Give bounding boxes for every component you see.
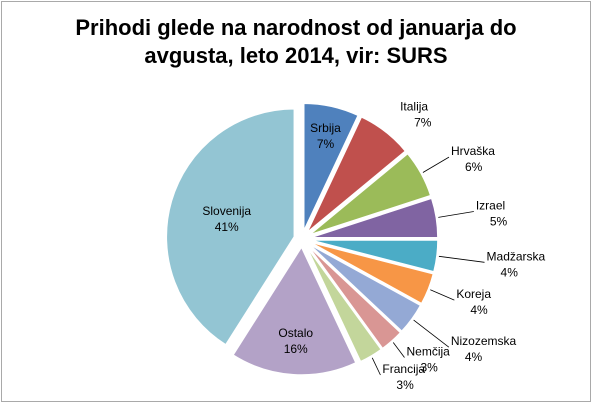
data-label-category: Madžarska — [487, 249, 546, 263]
data-label-category: Koreja — [456, 287, 491, 301]
leader-line-koreja — [430, 289, 455, 301]
pie-slice-nizozemska — [307, 243, 422, 333]
data-label-value: 6% — [465, 160, 483, 174]
pie-slices — [165, 102, 439, 376]
chart-title-line-2: avgusta, leto 2014, vir: SURS — [144, 43, 448, 68]
data-label-value: 3% — [420, 361, 438, 375]
leader-line-nemčija — [392, 342, 405, 358]
leader-line-hrvaška — [422, 156, 450, 173]
data-label-value: 4% — [470, 303, 488, 317]
leader-line-madžarska — [438, 255, 485, 263]
pie-slice-madžarska — [309, 239, 439, 273]
leader-line-francija — [371, 357, 381, 376]
data-label-category: Slovenija — [202, 204, 251, 218]
leader-line-nizozemska — [413, 319, 450, 348]
pie-slice-slovenija — [165, 108, 296, 346]
data-label-value: 3% — [396, 378, 414, 392]
data-label-value: 4% — [501, 265, 519, 279]
data-label-category: Srbija — [310, 121, 341, 135]
data-label-category: Hrvaška — [451, 144, 495, 158]
pie-slice-srbija — [302, 102, 360, 232]
pie-slice-izrael — [309, 197, 439, 239]
pie-slice-nemčija — [306, 244, 402, 350]
leader-lines — [371, 156, 485, 376]
pie-slice-italija — [306, 115, 407, 234]
pie-slice-koreja — [309, 241, 435, 305]
data-label-value: 7% — [414, 116, 432, 130]
data-label-category: Izrael — [476, 198, 505, 212]
pie-slice-francija — [305, 245, 383, 363]
data-label-value: 16% — [284, 342, 308, 356]
chart-title-line-1: Prihodi glede na narodnost od januarja d… — [75, 15, 517, 40]
data-label-value: 7% — [317, 137, 335, 151]
data-label-value: 41% — [215, 220, 239, 234]
data-labels: Srbija 7% Italija 7% Hrvaška 6% Izrael 5% Madžar… — [202, 100, 545, 392]
pie-slice-hrvaška — [308, 152, 432, 236]
data-label-value: 5% — [490, 214, 508, 228]
data-label-category: Francija — [382, 362, 425, 376]
data-label-category: Italija — [400, 100, 428, 114]
leader-line-izrael — [438, 211, 474, 218]
data-label-value: 4% — [465, 350, 483, 364]
chart-title: Prihodi glede na narodnost od januarja d… — [2, 14, 590, 70]
pie-slice-ostalo — [231, 245, 357, 376]
data-label-category: Nemčija — [406, 345, 450, 359]
pie-chart: Srbija 7% Italija 7% Hrvaška 6% Izrael 5% Madžar… — [165, 100, 546, 392]
data-label-category: Ostalo — [278, 326, 313, 340]
data-label-category: Nizozemska — [451, 334, 517, 348]
